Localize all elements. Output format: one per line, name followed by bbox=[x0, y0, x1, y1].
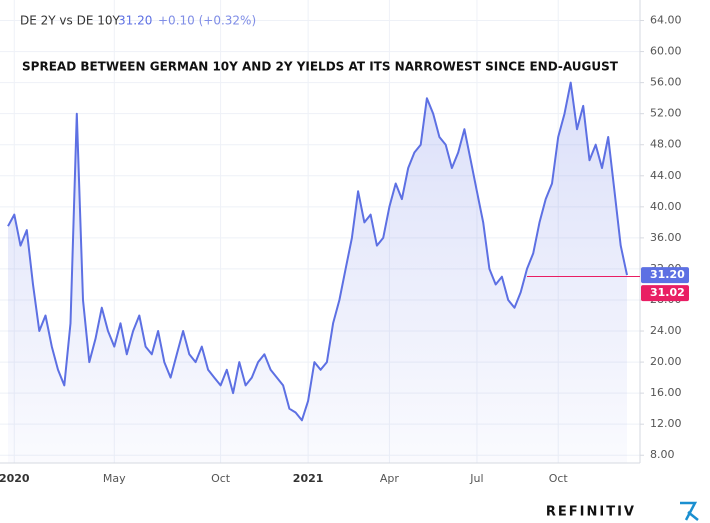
last-value: 31.20 bbox=[118, 14, 152, 28]
y-tick-label: 56.00 bbox=[650, 76, 682, 89]
x-tick-label: May bbox=[103, 472, 126, 485]
price-line-box bbox=[641, 285, 689, 302]
y-tick-label: 20.00 bbox=[650, 355, 682, 368]
symbol: DE 2Y vs DE 10Y bbox=[20, 14, 120, 28]
y-tick-label: 36.00 bbox=[650, 231, 682, 244]
x-tick-label: Jul bbox=[469, 472, 483, 485]
y-tick-label: 52.00 bbox=[650, 107, 682, 120]
y-tick-label: 16.00 bbox=[650, 386, 682, 399]
last-value-box bbox=[641, 267, 689, 284]
x-tick-label: Oct bbox=[211, 472, 231, 485]
line bbox=[7, 81, 628, 422]
x-tick-label: Apr bbox=[380, 472, 400, 485]
y-tick-label: 44.00 bbox=[650, 169, 682, 182]
x-tick-label: 2021 bbox=[293, 472, 324, 485]
y-tick-label: 12.00 bbox=[650, 417, 682, 430]
chart-title: SPREAD BETWEEN GERMAN 10Y AND 2Y YIELDS … bbox=[22, 60, 619, 74]
last-value-label: 31.20 bbox=[650, 268, 685, 281]
y-tick-label: 24.00 bbox=[650, 324, 682, 337]
change: +0.10 (+0.32%) bbox=[158, 14, 256, 28]
y-tick-label: 8.00 bbox=[650, 448, 675, 461]
y-tick-label: 60.00 bbox=[650, 45, 682, 58]
y-tick-label: 40.00 bbox=[650, 200, 682, 213]
area bbox=[8, 82, 627, 463]
brand-logo bbox=[680, 501, 699, 521]
y-tick-label: 64.00 bbox=[650, 14, 682, 27]
x-tick-label: 2020 bbox=[0, 472, 30, 485]
brand: REFINITIV bbox=[546, 505, 636, 520]
y-tick-label: 48.00 bbox=[650, 138, 682, 151]
x-tick-label: Oct bbox=[549, 472, 569, 485]
price-line-label: 31.02 bbox=[650, 286, 685, 299]
